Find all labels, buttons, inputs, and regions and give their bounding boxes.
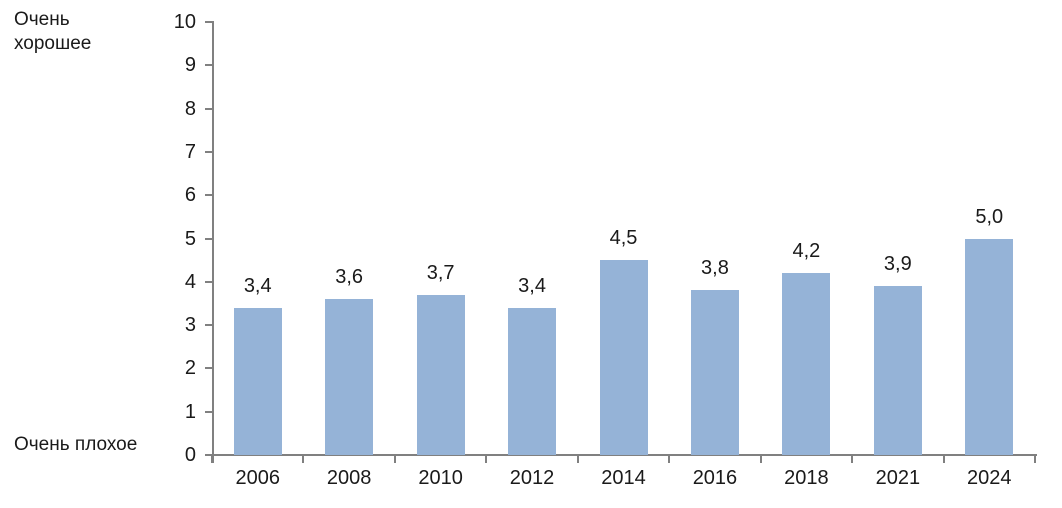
bar-2024 <box>965 238 1014 455</box>
bar-value-label: 3,7 <box>426 261 455 284</box>
x-axis-tick <box>211 455 213 463</box>
x-axis-tick <box>942 455 945 463</box>
bar-value-label: 5,0 <box>975 205 1004 228</box>
x-axis-tick <box>1034 455 1036 463</box>
y-tick-label: 9 <box>184 54 196 77</box>
x-axis-tick <box>485 455 488 463</box>
bar-2012 <box>508 307 557 455</box>
bar-value-label: 3,4 <box>518 274 546 297</box>
y-axis-tick <box>205 410 212 413</box>
x-tick-label: 2008 <box>326 467 372 489</box>
y-tick-label: 8 <box>184 97 196 120</box>
y-axis-tick <box>205 237 212 240</box>
x-tick-label: 2018 <box>784 467 829 489</box>
x-tick-label: 2012 <box>509 467 555 489</box>
bar-2006 <box>233 307 282 455</box>
y-tick-label: 1 <box>184 400 196 423</box>
bar-value-label: 4,5 <box>609 227 638 250</box>
x-tick-label: 2016 <box>692 467 738 489</box>
y-tick-label: 2 <box>184 357 196 380</box>
y-axis-tick <box>205 107 212 110</box>
y-axis-top-label: Очень хорошее <box>14 9 92 54</box>
bar-value-label: 3,8 <box>701 257 729 280</box>
x-axis-tick <box>668 455 671 463</box>
y-axis-tick <box>205 454 212 456</box>
bar-2016 <box>690 290 739 455</box>
x-axis-tick <box>759 455 762 463</box>
y-tick-label: 0 <box>184 444 196 466</box>
bar-2018 <box>782 273 831 455</box>
bar-2021 <box>873 286 922 455</box>
x-axis-tick <box>576 455 579 463</box>
y-axis-tick <box>205 324 212 327</box>
bar-2014 <box>599 260 648 455</box>
bar-value-label: 3,6 <box>335 266 364 289</box>
y-axis-tick <box>205 280 212 283</box>
y-axis-tick <box>205 150 212 153</box>
x-tick-label: 2024 <box>967 467 1012 489</box>
bar-value-label: 4,2 <box>792 240 821 263</box>
x-axis-tick <box>393 455 396 463</box>
y-axis-tick <box>205 21 212 23</box>
y-tick-label: 3 <box>184 314 196 337</box>
x-axis-line <box>212 454 1037 456</box>
y-axis-tick <box>205 64 212 67</box>
y-tick-label: 7 <box>184 140 196 163</box>
x-axis-tick <box>302 455 305 463</box>
y-tick-label: 10 <box>173 11 196 33</box>
x-tick-label: 2021 <box>875 467 921 489</box>
y-axis-tick <box>205 194 212 197</box>
bar-2008 <box>325 299 374 455</box>
x-tick-label: 2010 <box>418 467 463 489</box>
y-tick-label: 4 <box>184 270 196 293</box>
y-tick-label: 5 <box>184 227 196 250</box>
y-axis-tick <box>205 367 212 370</box>
x-axis-tick <box>851 455 854 463</box>
bar-value-label: 3,4 <box>243 274 272 297</box>
y-tick-label: 6 <box>184 184 196 207</box>
bar-2010 <box>416 294 465 455</box>
x-tick-label: 2014 <box>601 467 646 489</box>
bar-value-label: 3,9 <box>883 253 912 276</box>
y-axis-bottom-label: Очень плохое <box>14 434 138 455</box>
x-tick-label: 2006 <box>235 467 280 489</box>
y-axis-line <box>212 21 214 463</box>
